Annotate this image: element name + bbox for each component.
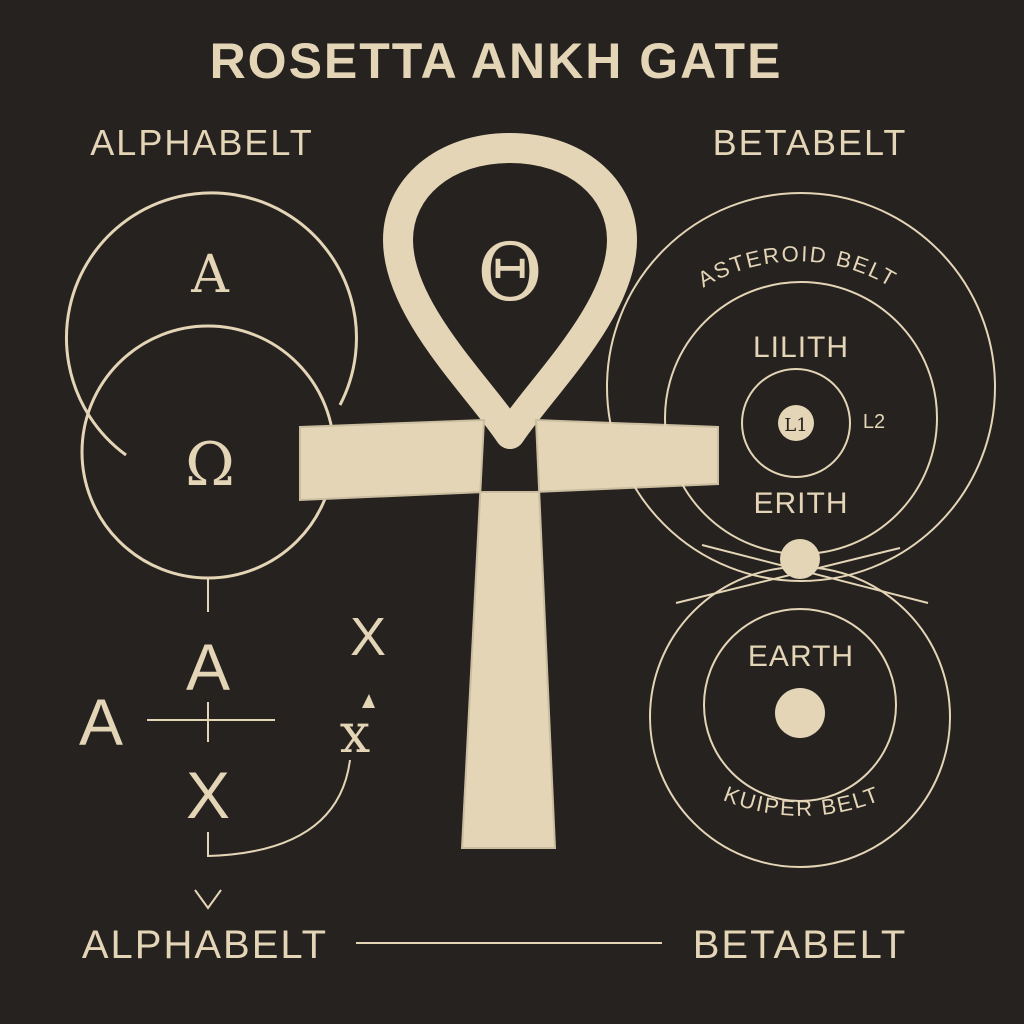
alphabelt-upper-letter: A: [190, 245, 230, 305]
page-title: ROSETTA ANKH GATE: [210, 33, 783, 89]
betabelt-heading: BETABELT: [713, 122, 908, 163]
alphabelt-cross: [147, 578, 351, 910]
earth-label: EARTH: [748, 640, 854, 673]
earth-planet: [775, 688, 825, 738]
cross-bottom-letter: X: [186, 758, 230, 832]
asteroid-belt-label: ASTEROID BELT: [693, 241, 901, 292]
betabelt-orbits: [606, 192, 996, 868]
ankh-theta: Θ: [477, 226, 543, 319]
cross-return-curve: [207, 759, 351, 858]
up-caret-icon: [362, 694, 375, 708]
transfer-line-right: [701, 544, 929, 604]
alphabelt-omega: Ω: [185, 430, 235, 500]
transfer-line-left: [675, 547, 901, 604]
kuiper-belt-label: KUIPER BELT: [721, 781, 884, 821]
cross-left-letter: A: [79, 685, 123, 759]
lilith-label: LILITH: [753, 331, 849, 364]
footer-betabelt: BETABELT: [693, 923, 908, 967]
erith-label: ERITH: [754, 487, 849, 520]
ankh-cross-body: [299, 418, 719, 849]
l1-point: [778, 405, 814, 441]
cross-top-letter: A: [186, 630, 230, 704]
alphabelt-heading: ALPHABELT: [90, 122, 313, 163]
l1-orbit: [741, 368, 851, 478]
erith-planet: [780, 539, 820, 579]
asteroid-belt-orbit: [606, 192, 996, 582]
ankh-loop: [383, 133, 637, 449]
l2-label: L2: [863, 411, 885, 433]
earth-orbit: [703, 608, 897, 802]
ankh-icon: [299, 133, 719, 849]
footer-alphabelt: ALPHABELT: [82, 923, 328, 967]
l1-label: L1: [784, 415, 807, 436]
alphabelt-upper-circle: [65, 191, 358, 457]
lower-right-x-letter: x: [340, 702, 370, 765]
upper-right-x-letter: X: [350, 607, 386, 667]
down-chevron-icon: [194, 889, 222, 910]
